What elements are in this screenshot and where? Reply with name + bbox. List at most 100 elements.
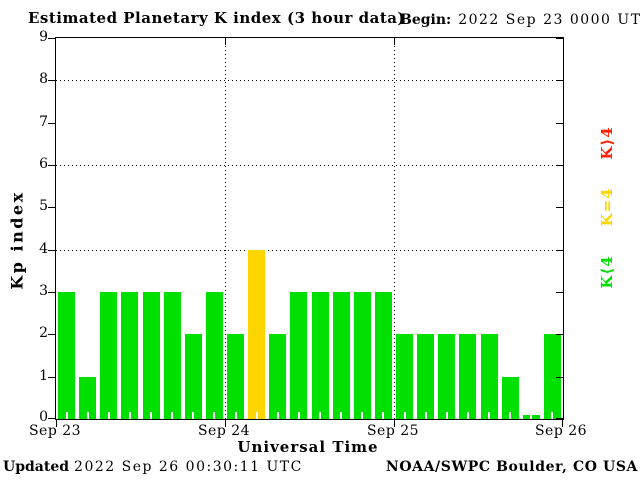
- kp-bar: [248, 250, 265, 419]
- day-tick-top: [225, 38, 226, 45]
- x-minor-tick: [150, 412, 152, 419]
- y-tick-right: [556, 165, 563, 166]
- x-minor-tick: [509, 412, 511, 419]
- day-tick-top: [394, 38, 395, 45]
- y-tick-right: [556, 292, 563, 293]
- y-axis-title: Kp index: [7, 190, 27, 290]
- y-tick-label: 9: [39, 29, 48, 45]
- gridline-y-8: [56, 80, 563, 81]
- x-minor-tick: [108, 412, 110, 419]
- x-tick-label: Sep 24: [197, 423, 251, 439]
- y-tick-left: [48, 38, 55, 39]
- begin-value: 2022 Sep 23 0000 UTC: [458, 12, 640, 28]
- kp-bar: [290, 292, 307, 419]
- day-tick-bottom: [394, 419, 395, 427]
- y-tick-label: 4: [39, 241, 48, 257]
- gridline-y-6: [56, 165, 563, 166]
- updated-label: Updated: [3, 459, 70, 475]
- x-minor-tick: [192, 412, 194, 419]
- legend-item: K⟨4: [598, 255, 616, 289]
- y-tick-left: [48, 165, 55, 166]
- gridline-day: [225, 38, 226, 419]
- kp-bar: [396, 334, 413, 419]
- x-minor-tick: [467, 412, 469, 419]
- kp-bar: [227, 334, 244, 419]
- y-tick-right: [556, 377, 563, 378]
- x-minor-tick: [551, 412, 553, 419]
- gridline-y-4: [56, 250, 563, 251]
- x-tick-label: Sep 26: [534, 423, 588, 439]
- y-tick-left: [48, 80, 55, 81]
- kp-bar: [100, 292, 117, 419]
- kp-bar: [58, 292, 75, 419]
- credit-text: NOAA/SWPC Boulder, CO USA: [385, 459, 638, 475]
- updated-value: 2022 Sep 26 00:30:11 UTC: [74, 459, 303, 475]
- x-minor-tick: [277, 412, 279, 419]
- y-tick-right: [556, 123, 563, 124]
- x-minor-tick: [129, 412, 131, 419]
- kp-bar: [185, 334, 202, 419]
- y-tick-label: 0: [39, 409, 48, 425]
- legend-item: K⟩4: [598, 126, 616, 160]
- kp-bar: [502, 377, 519, 419]
- x-minor-tick: [66, 412, 68, 419]
- legend-item: K=4: [598, 187, 616, 227]
- x-tick-label: Sep 23: [28, 423, 82, 439]
- y-tick-label: 1: [39, 368, 48, 384]
- x-minor-tick: [382, 412, 384, 419]
- kp-bar: [206, 292, 223, 419]
- x-minor-tick: [361, 412, 363, 419]
- x-minor-tick: [87, 412, 89, 419]
- kp-bar: [417, 334, 434, 419]
- x-minor-tick: [298, 412, 300, 419]
- y-tick-label: 7: [39, 114, 48, 130]
- x-minor-tick: [319, 412, 321, 419]
- day-tick-bottom: [562, 419, 563, 427]
- y-tick-left: [48, 418, 55, 419]
- kp-bar: [121, 292, 138, 419]
- begin-timestamp: Begin: 2022 Sep 23 0000 UTC: [400, 12, 640, 28]
- x-minor-tick: [171, 412, 173, 419]
- x-minor-tick: [235, 412, 237, 419]
- kp-bar: [375, 292, 392, 419]
- y-tick-right: [556, 334, 563, 335]
- y-tick-left: [48, 377, 55, 378]
- gridline-day: [394, 38, 395, 419]
- x-minor-tick: [213, 412, 215, 419]
- kp-bar: [544, 334, 561, 419]
- y-tick-left: [48, 250, 55, 251]
- chart-title: Estimated Planetary K index (3 hour data…: [28, 9, 406, 27]
- x-minor-tick: [256, 412, 258, 419]
- kp-bar: [354, 292, 371, 419]
- x-axis-title: Universal Time: [237, 438, 379, 456]
- y-tick-label: 5: [39, 198, 48, 214]
- kp-bar: [312, 292, 329, 419]
- plot-area: [48, 37, 564, 427]
- y-tick-left: [48, 334, 55, 335]
- kp-bar: [269, 334, 286, 419]
- begin-label: Begin:: [400, 12, 452, 28]
- kp-bar: [481, 334, 498, 419]
- day-tick-bottom: [56, 419, 57, 427]
- y-tick-right: [556, 250, 563, 251]
- kp-bar: [459, 334, 476, 419]
- x-minor-tick: [404, 412, 406, 419]
- y-tick-left: [48, 123, 55, 124]
- x-minor-tick: [488, 412, 490, 419]
- x-minor-tick: [446, 412, 448, 419]
- y-tick-label: 8: [39, 71, 48, 87]
- x-minor-tick: [425, 412, 427, 419]
- y-tick-right: [556, 418, 563, 419]
- y-tick-right: [556, 38, 563, 39]
- kp-bar: [79, 377, 96, 419]
- updated-timestamp: Updated 2022 Sep 26 00:30:11 UTC: [3, 459, 303, 475]
- y-tick-left: [48, 207, 55, 208]
- kp-bar: [164, 292, 181, 419]
- kp-bar: [143, 292, 160, 419]
- y-tick-label: 3: [39, 283, 48, 299]
- y-tick-left: [48, 292, 55, 293]
- y-tick-right: [556, 207, 563, 208]
- y-tick-label: 2: [39, 325, 48, 341]
- x-minor-tick: [340, 412, 342, 419]
- y-tick-right: [556, 80, 563, 81]
